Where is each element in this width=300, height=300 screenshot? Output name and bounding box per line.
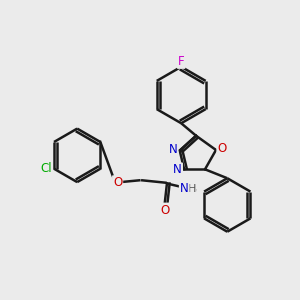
Text: N: N <box>169 142 178 156</box>
Text: O: O <box>217 142 226 155</box>
Text: H: H <box>188 184 196 194</box>
Text: O: O <box>113 176 122 189</box>
Text: F: F <box>178 55 184 68</box>
Text: Cl: Cl <box>40 162 52 175</box>
Text: O: O <box>160 203 169 217</box>
Text: N: N <box>173 164 182 176</box>
Text: N: N <box>180 182 189 195</box>
